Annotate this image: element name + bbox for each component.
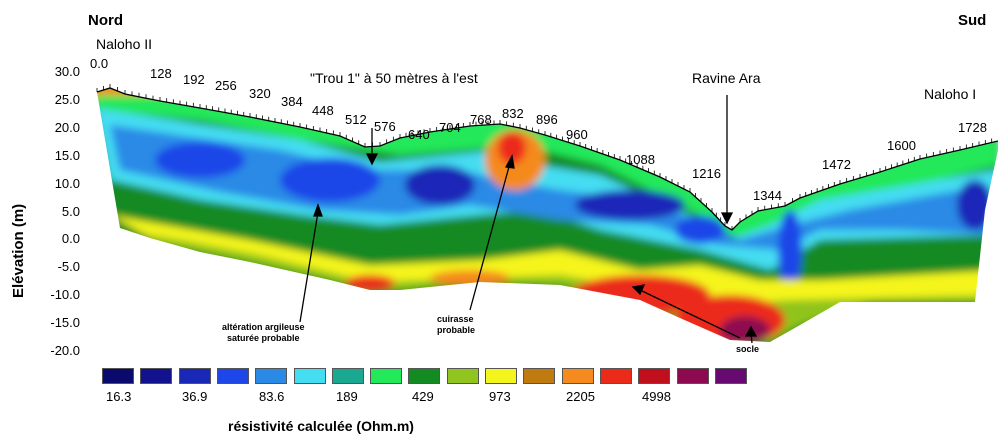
arrow-head: [720, 212, 734, 225]
legend-swatch: [408, 368, 441, 384]
annotation-alteration-line2: saturée probable: [227, 333, 300, 343]
direction-south: Sud: [958, 12, 987, 29]
legend-title: résistivité calculée (Ohm.m): [228, 418, 414, 434]
annotation-cuirasse-line1: cuirasse: [437, 314, 474, 324]
legend-swatch: [638, 368, 671, 384]
electrode-ticks: [96, 84, 993, 230]
annotation-arrow-cuirasse: [469, 162, 511, 311]
site-label-ravine-ara: Ravine Ara: [692, 70, 761, 86]
legend-swatch: [255, 368, 288, 384]
legend-label: 189: [336, 389, 358, 404]
y-tick-label: 30.0: [54, 64, 80, 79]
legend-swatch: [178, 368, 211, 384]
distance-label: 1728: [958, 120, 987, 135]
direction-north: Nord: [88, 12, 123, 29]
arrow-head: [504, 154, 515, 169]
distance-label: 192: [183, 72, 205, 87]
site-label-trou-1: "Trou 1" à 50 mètres à l'est: [310, 70, 478, 86]
annotation-alteration-line1: altération argileuse: [222, 322, 305, 332]
arrow-head: [631, 284, 646, 296]
legend-swatch: [599, 368, 632, 384]
distance-label: 768: [470, 112, 492, 127]
distance-label: 320: [249, 86, 271, 101]
annotation-socle: socle: [736, 344, 759, 355]
arrow-head: [744, 325, 758, 337]
legend-swatch: [561, 368, 594, 384]
legend-swatch: [485, 368, 517, 384]
legend-label: 4998: [642, 389, 671, 404]
y-tick-label: -20.0: [50, 343, 80, 358]
legend-swatch: [216, 368, 249, 384]
distance-label: 448: [312, 103, 334, 118]
distance-label: 128: [150, 66, 172, 81]
arrow-head: [365, 153, 379, 166]
distance-label: 832: [502, 106, 524, 121]
legend-swatch: [102, 368, 134, 384]
legend-swatch: [446, 368, 479, 384]
y-tick-label: 0.0: [61, 231, 80, 247]
distance-label: 1216: [692, 166, 721, 181]
annotation-cuirasse: cuirasse probable: [437, 314, 475, 336]
distance-label: 1344: [753, 188, 782, 203]
legend-label: 2205: [566, 389, 595, 404]
y-tick-label: -15.0: [50, 315, 80, 331]
distance-label: 576: [374, 119, 396, 134]
distance-label: 1472: [822, 157, 851, 172]
distance-label: 640: [408, 127, 430, 142]
arrow-head: [313, 203, 323, 217]
distance-label: 256: [215, 78, 237, 93]
legend-label: 36.9: [182, 389, 208, 404]
y-tick-label: 15.0: [54, 147, 80, 163]
y-tick-label: -5.0: [57, 259, 80, 275]
distance-label: 384: [281, 94, 303, 109]
y-tick-label: 5.0: [61, 203, 80, 219]
legend-swatch: [140, 368, 173, 384]
annotation-socle-line1: socle: [736, 344, 760, 354]
site-label-naloho-i: Naloho I: [924, 86, 977, 102]
annotation-alteration: altération argileuse saturée probable: [222, 322, 305, 344]
distance-label: 0.0: [90, 56, 109, 71]
distance-label: 1600: [887, 138, 916, 153]
legend-swatch: [331, 368, 364, 384]
distance-label: 960: [566, 127, 588, 142]
distance-label: 704: [439, 120, 461, 135]
legend-swatch: [676, 368, 709, 384]
legend-swatch: [293, 368, 326, 384]
y-tick-label: 25.0: [54, 91, 80, 107]
annotation-cuirasse-line2: probable: [437, 325, 476, 335]
legend-swatch: [714, 368, 747, 384]
legend-label: 83.6: [259, 389, 285, 404]
legend-swatch: [523, 368, 556, 384]
legend-label: 429: [412, 389, 434, 404]
annotation-arrow-socle: [639, 289, 741, 339]
legend-label: 16.3: [106, 389, 132, 404]
distance-label: 896: [536, 112, 558, 127]
legend-swatch: [370, 368, 403, 384]
legend-label: 973: [489, 389, 511, 404]
distance-label: 1088: [626, 152, 655, 167]
y-tick-label: -10.0: [50, 287, 80, 303]
distance-label: 512: [345, 112, 367, 127]
y-tick-label: 10.0: [54, 175, 80, 191]
annotation-arrow-alteration: [299, 211, 319, 323]
site-label-naloho-ii: Naloho II: [96, 36, 153, 52]
y-tick-label: 20.0: [54, 119, 80, 135]
